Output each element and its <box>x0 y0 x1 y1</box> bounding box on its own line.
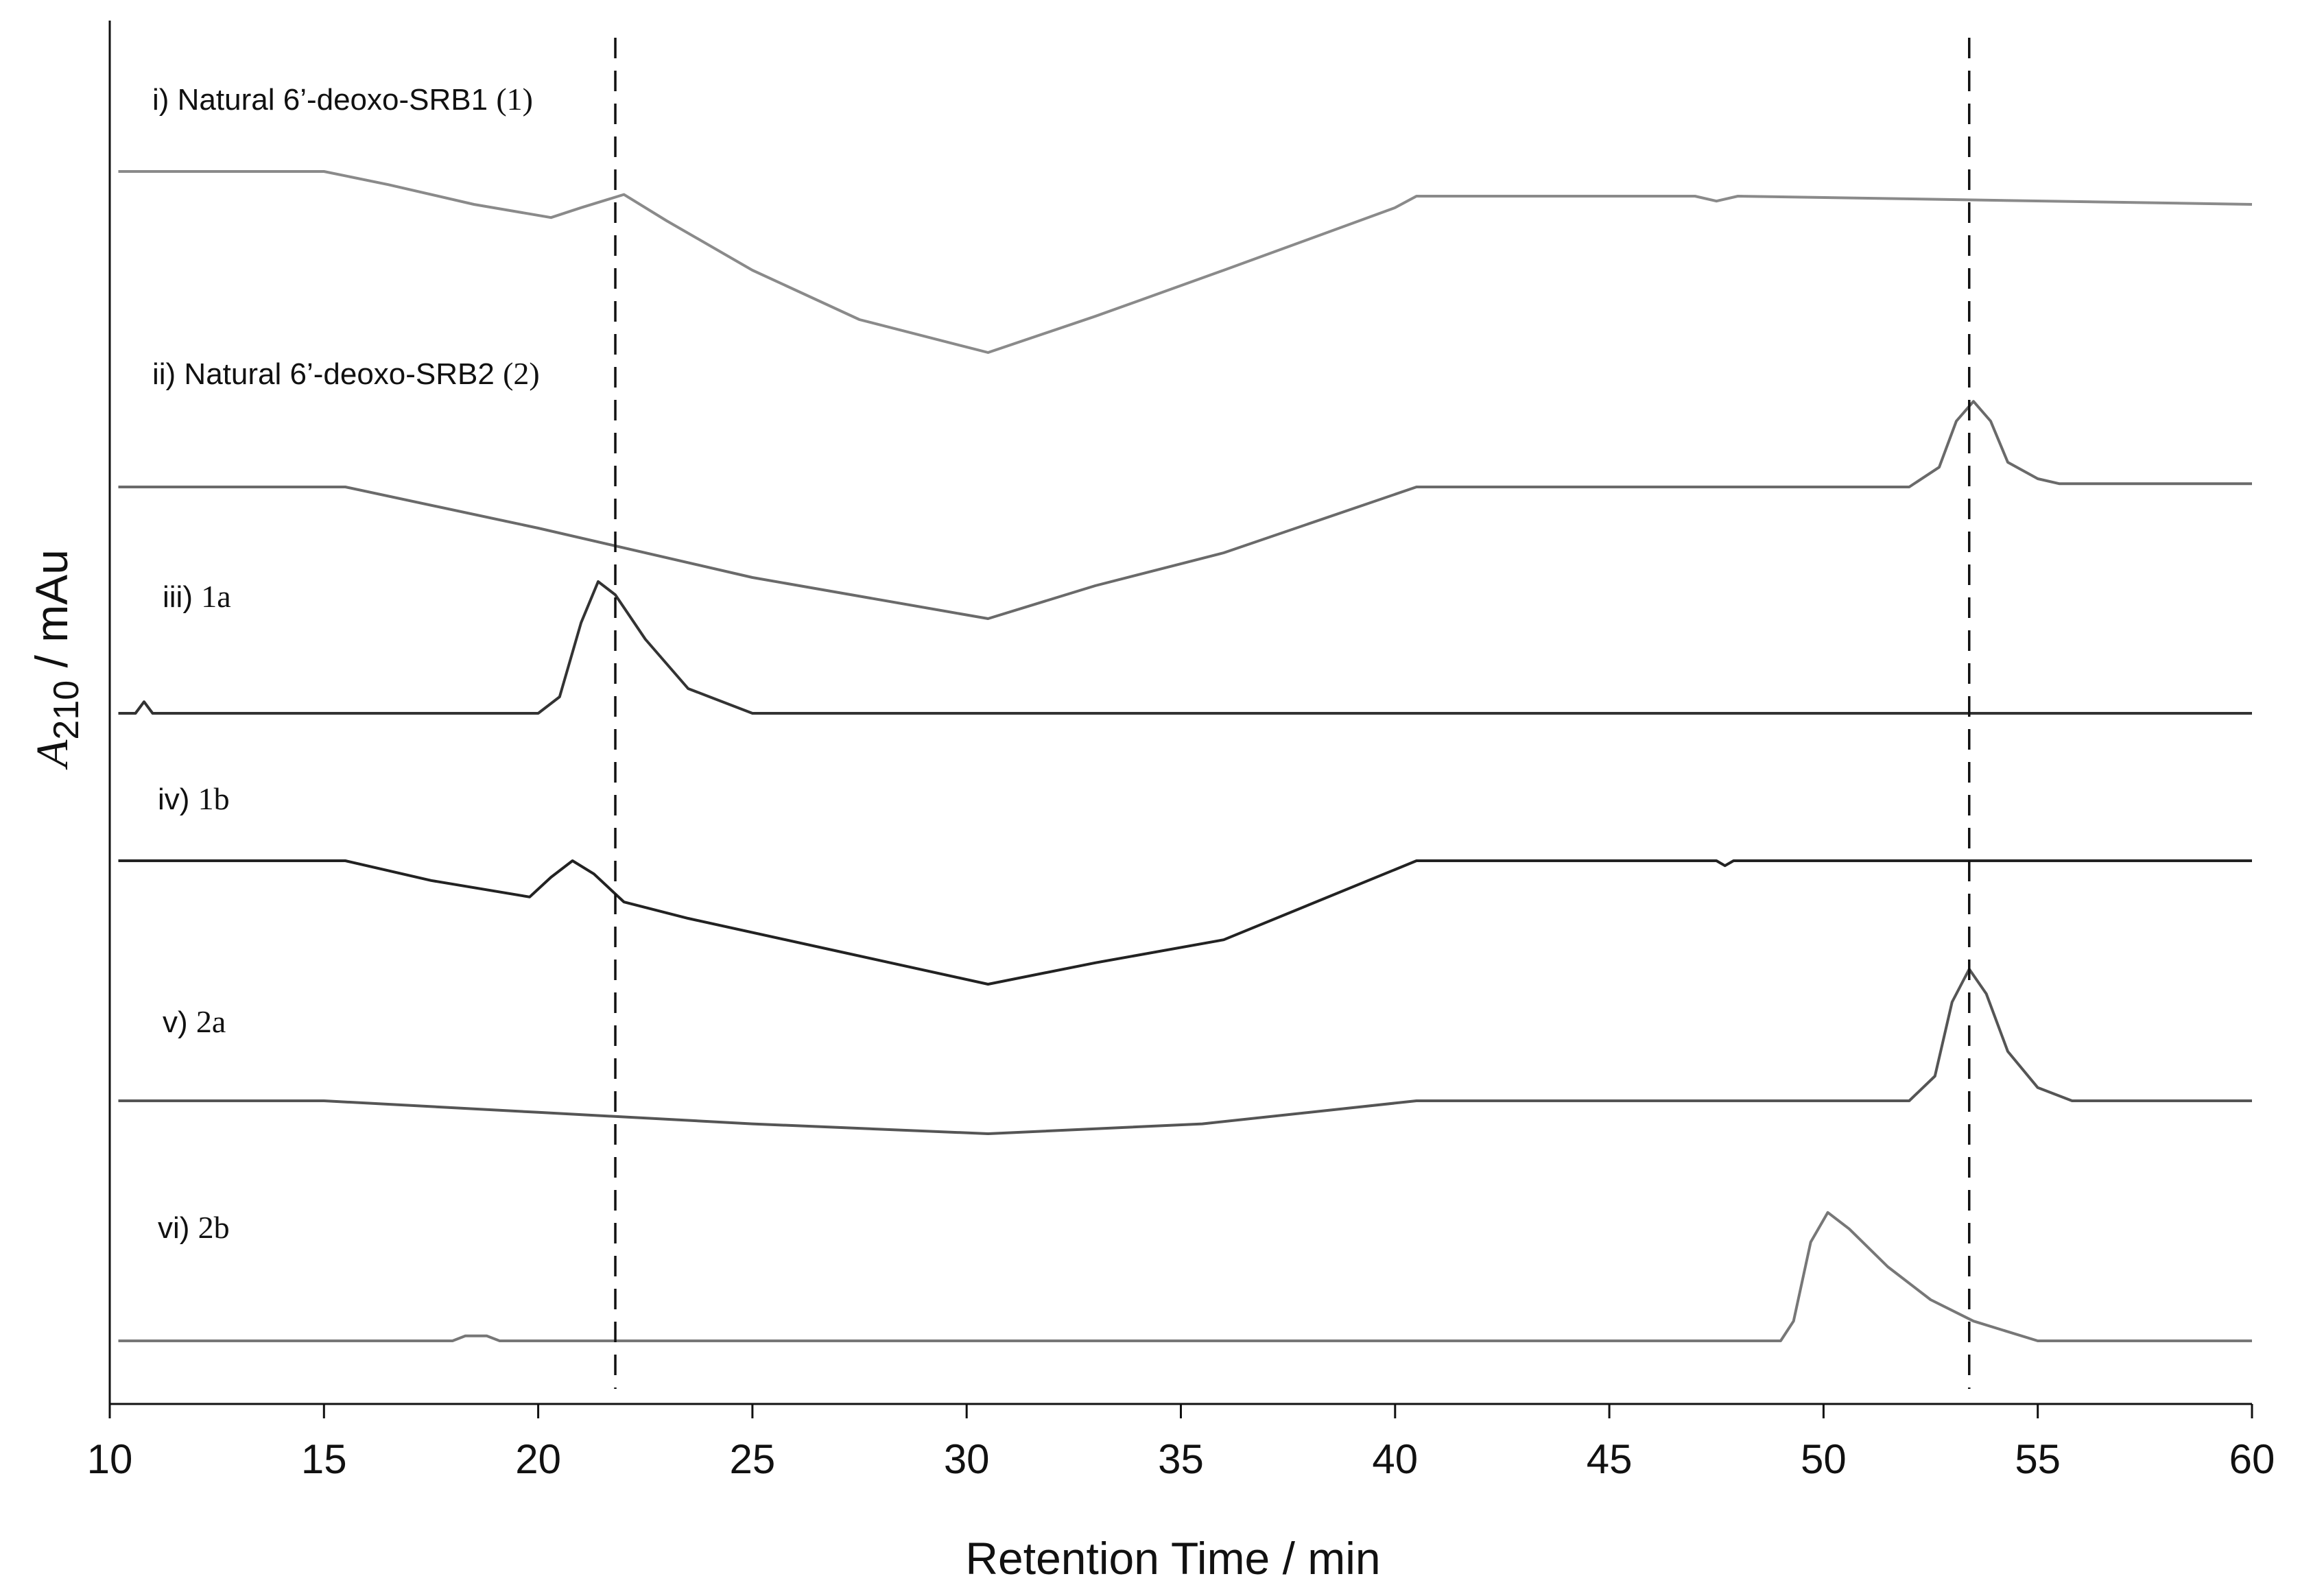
x-tick-label-35: 35 <box>1158 1436 1204 1482</box>
x-tick-label-25: 25 <box>730 1436 776 1482</box>
trace-label-compound: (1) <box>496 82 533 117</box>
x-tick-label-20: 20 <box>515 1436 561 1482</box>
trace-label-compound: 2a <box>196 1004 226 1039</box>
trace-label-compound: 1a <box>201 579 230 614</box>
trace-label-prefix: iii) <box>163 580 201 614</box>
x-tick-label-10: 10 <box>87 1436 133 1482</box>
y-axis-title: A210 / mAu <box>26 549 86 770</box>
x-tick-label-60: 60 <box>2229 1436 2275 1482</box>
x-tick-label-55: 55 <box>2015 1436 2061 1482</box>
x-axis-title: Retention Time / min <box>965 1533 1380 1584</box>
trace-label-vi: vi) 2b <box>158 1210 230 1245</box>
reference-lines <box>614 38 1971 1389</box>
x-tick-label-45: 45 <box>1587 1436 1633 1482</box>
y-axis-subscript: 210 <box>47 680 86 740</box>
y-axis-unit: / mAu <box>26 549 77 680</box>
x-tick-label-15: 15 <box>301 1436 347 1482</box>
trace-label-prefix: ii) Natural 6’-deoxo-SRB2 <box>152 357 503 391</box>
trace-label-prefix: vi) <box>158 1211 198 1245</box>
trace-iv <box>118 859 2252 986</box>
trace-i <box>118 170 2253 354</box>
trace-label-compound: 2b <box>198 1210 230 1245</box>
trace-label-iii: iii) 1a <box>163 579 231 614</box>
x-tick-label-30: 30 <box>944 1436 990 1482</box>
x-tick-label-50: 50 <box>1801 1436 1847 1482</box>
trace-label-compound: 1b <box>198 781 230 816</box>
traces-layer <box>118 170 2253 1342</box>
trace-label-prefix: v) <box>163 1005 196 1039</box>
trace-label-compound: (2) <box>503 356 540 391</box>
trace-labels: i) Natural 6’-deoxo-SRB1 (1) ii) Natural … <box>152 82 540 1245</box>
trace-iii <box>118 580 2252 715</box>
trace-label-i: i) Natural 6’-deoxo-SRB1 (1) <box>152 82 533 117</box>
trace-label-v: v) 2a <box>163 1004 226 1039</box>
trace-ii <box>118 400 2252 620</box>
trace-label-ii: ii) Natural 6’-deoxo-SRB2 (2) <box>152 356 540 391</box>
trace-label-prefix: i) Natural 6’-deoxo-SRB1 <box>152 83 496 117</box>
trace-vi <box>118 1211 2252 1342</box>
trace-label-prefix: iv) <box>158 783 198 816</box>
trace-label-iv: iv) 1b <box>158 781 230 816</box>
y-axis-symbol: A <box>27 739 78 770</box>
x-tick-label-40: 40 <box>1372 1436 1418 1482</box>
x-ticks: 10 15 20 25 30 35 40 45 50 55 60 <box>87 1404 2275 1482</box>
trace-v <box>118 968 2252 1135</box>
